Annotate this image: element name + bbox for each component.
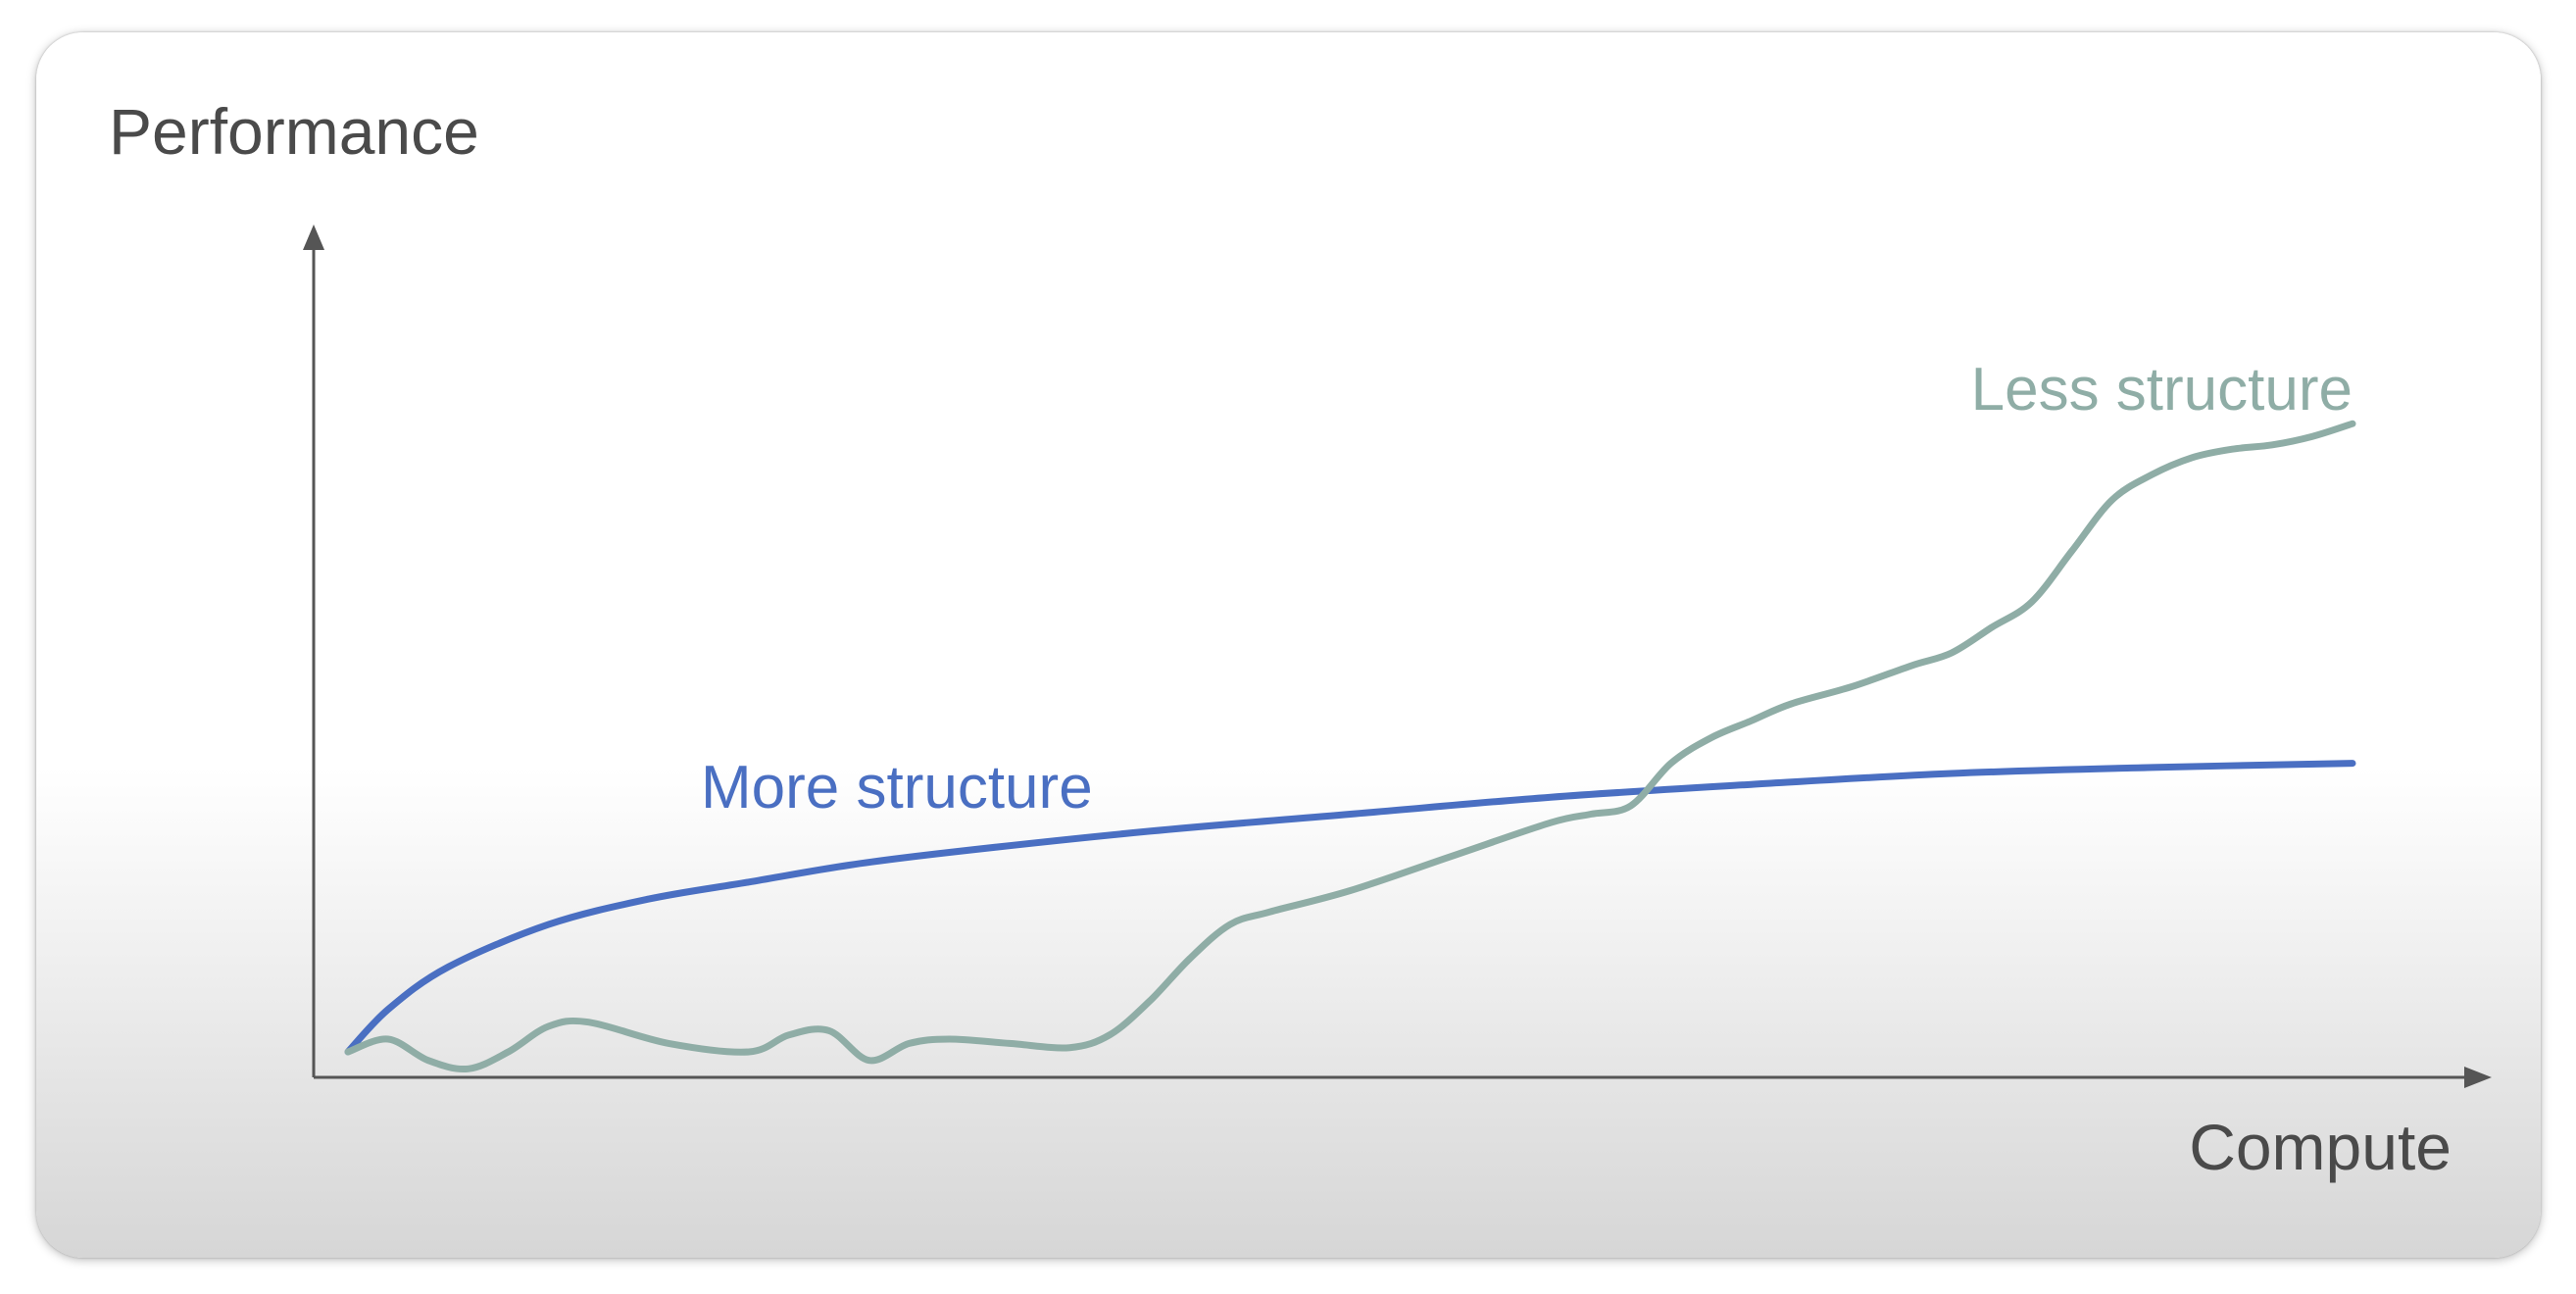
- y-axis-title: Performance: [109, 95, 479, 168]
- series-line-less-structure: [344, 420, 2356, 1073]
- y-axis-arrow-icon: [303, 224, 324, 250]
- x-axis-title: Compute: [2189, 1111, 2452, 1183]
- series-line-more-structure: [344, 760, 2356, 1056]
- series-label-more-structure: More structure: [701, 754, 1093, 821]
- x-axis-arrow-icon: [2464, 1067, 2492, 1088]
- chart-card: Performance Compute More structure Less …: [36, 32, 2541, 1258]
- series-label-less-structure: Less structure: [1971, 356, 2353, 423]
- chart-svg: Performance Compute More structure Less …: [109, 95, 2492, 1183]
